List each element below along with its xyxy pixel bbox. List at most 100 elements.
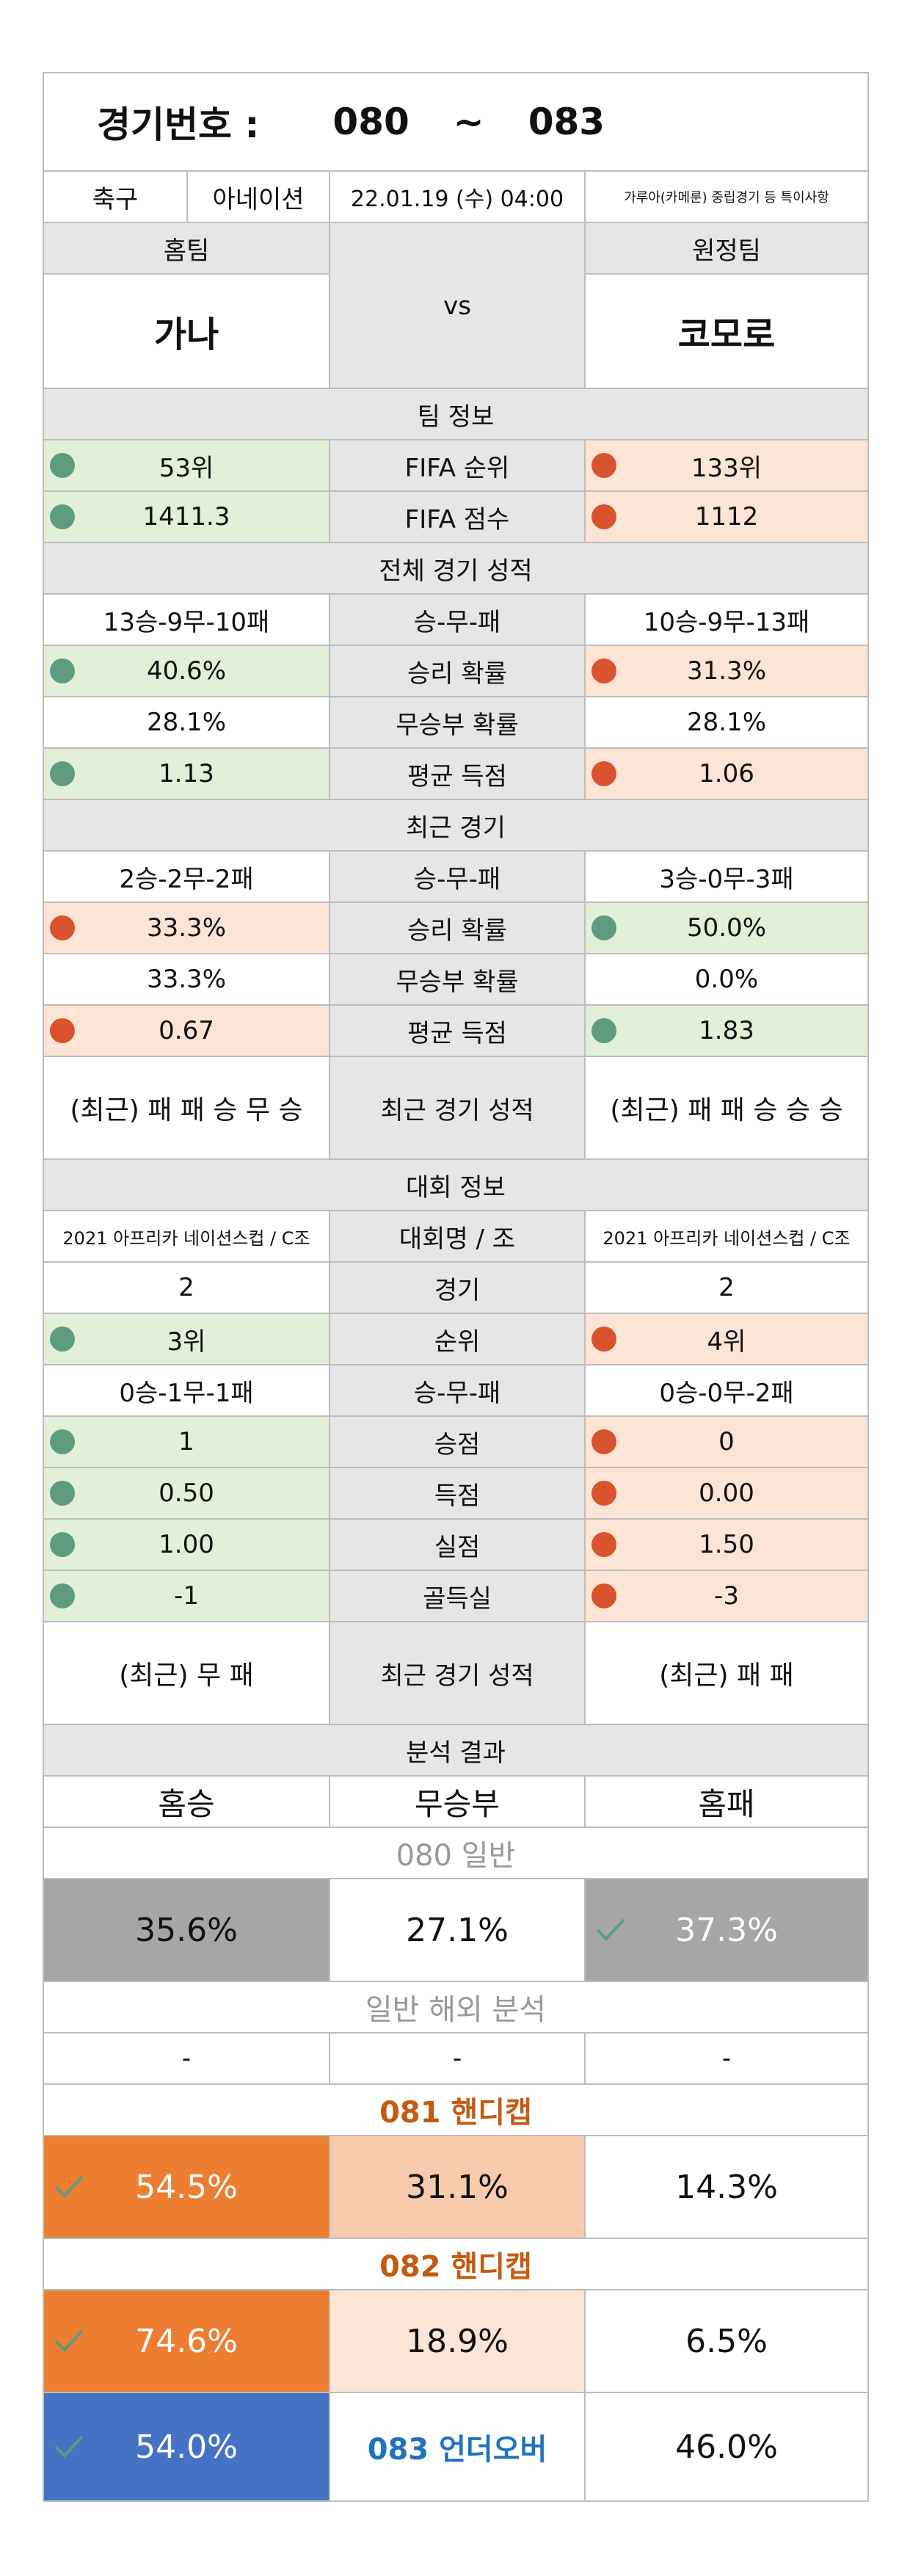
away-fifa-points-value: 1112 [694,502,759,531]
analysis-title: 분석 결과 [44,1725,867,1775]
home-advantage-dot-icon [50,1429,75,1454]
away-overall-goals-value: 1.06 [699,759,754,788]
home-recent-form: (최근) 패 패 승 무 승 [70,1095,303,1125]
overseas-title: 일반 해외 분석 [365,1993,547,2027]
overall-win-row: 40.6% 승리 확률 31.3% [44,645,867,696]
overseas-home: - [181,2044,192,2073]
home-disadvantage-dot-icon [50,915,75,940]
away-fifa-rank-value: 133위 [691,453,762,483]
away-tournament-points: 0 [584,1417,867,1467]
tournament-record-label: 승-무-패 [329,1365,584,1415]
g083-under-value: 54.0% [135,2428,238,2466]
recent-draw-row: 33.3% 무승부 확률 0.0% [44,953,867,1004]
home-advantage-dot-icon [50,761,75,786]
away-team-name: 코모로 [584,273,867,388]
home-fifa-points: 1411.3 [44,492,329,542]
recent-record-row: 2승-2무-2패 승-무-패 3승-0무-3패 [44,850,867,901]
g081-away: 14.3% [584,2136,867,2238]
away-disadvantage-dot-icon [592,1532,616,1557]
away-tournament-record: 0승-0무-2패 [584,1365,867,1415]
match-number-from: 080 [332,101,410,143]
home-tournament-rank-value: 3위 [167,1327,206,1357]
g081-home: 54.5% [44,2136,329,2238]
away-disadvantage-dot-icon [592,1583,616,1608]
g082-away: 6.5% [584,2290,867,2392]
tournament-diff-label: 골득실 [329,1571,584,1621]
away-tournament-scored-value: 0.00 [699,1479,754,1508]
home-advantage-dot-icon [50,1481,75,1506]
home-recent-goals: 0.67 [44,1006,329,1056]
away-recent-record: 3승-0무-3패 [584,852,867,901]
overall-record-row: 13승-9무-10패 승-무-패 10승-9무-13패 [44,593,867,645]
match-number-tilde: ~ [453,101,484,143]
tournament-points-label: 승점 [329,1417,584,1467]
g080-home: 35.6% [44,1879,329,1981]
col-home-win: 홈승 [158,1785,215,1822]
home-tournament-rank: 3위 [44,1314,329,1364]
col-home-loss: 홈패 [584,1777,867,1826]
g081-values-row: 54.5% 31.1% 14.3% [44,2135,867,2238]
g080-draw: 27.1% [329,1879,584,1981]
away-overall-record: 10승-9무-13패 [584,595,867,645]
vs-cell: vs [329,223,584,389]
check-icon [54,2329,84,2352]
g081-draw: 31.1% [329,2136,584,2238]
away-disadvantage-dot-icon [592,453,616,478]
vs-text: vs [443,291,471,321]
overall-goals-row: 1.13 평균 득점 1.06 [44,747,867,799]
home-recent-record: 2승-2무-2패 [119,864,254,894]
away-team-label: 원정팀 [584,223,867,273]
away-overall-draw: 28.1% [584,697,867,747]
overall-record-label: 승-무-패 [329,595,584,645]
g080-away: 37.3% [584,1879,867,1981]
home-tournament-scored: 0.50 [44,1468,329,1518]
tournament-form-label: 최근 경기 성적 [329,1622,584,1724]
away-disadvantage-dot-icon [592,658,616,683]
league-cell: 아네이션 [186,172,329,222]
away-overall-goals: 1.06 [584,749,867,799]
overall-win-label: 승리 확률 [329,646,584,696]
home-advantage-dot-icon [50,1327,75,1352]
tournament-diff-row: -1 골득실 -3 [44,1570,867,1621]
home-fifa-rank: 53위 [44,440,329,490]
datetime-cell: 22.01.19 (수) 04:00 [329,172,584,222]
home-tournament-games: 2 [178,1273,194,1302]
away-tournament-conceded: 1.50 [584,1520,867,1570]
away-tournament-points-value: 0 [718,1427,735,1456]
recent-form-label: 최근 경기 성적 [329,1057,584,1158]
g083-over: 46.0% [584,2393,867,2500]
tournament-rank-label: 순위 [329,1314,584,1364]
overseas-title-row: 일반 해외 분석 [44,1981,867,2032]
away-tournament-name: 2021 아프리카 네이션스컵 / C조 [584,1211,867,1261]
analysis-cols-row: 홈승 무승부 홈패 [44,1775,867,1826]
overall-goals-label: 평균 득점 [329,749,584,799]
team-label-row: 홈팀 vs 원정팀 [44,222,867,389]
tournament-rank-row: 3위 순위 4위 [44,1313,867,1364]
home-tournament-conceded-value: 1.00 [159,1530,214,1559]
match-analysis-sheet: 경기번호 : 080 ~ 083 축구 아네이션 22.01.19 (수) 04… [43,72,869,2502]
g081-title-row: 081 핸디캡 [44,2083,867,2135]
recent-form-row: (최근) 패 패 승 무 승 최근 경기 성적 (최근) 패 패 승 승 승 [44,1056,867,1158]
overall-title-row: 전체 경기 성적 [44,542,867,593]
away-recent-draw: 0.0% [584,954,867,1004]
home-advantage-dot-icon [50,1583,75,1608]
tournament-conceded-label: 실점 [329,1520,584,1570]
away-tournament-conceded-value: 1.50 [699,1530,754,1559]
away-advantage-dot-icon [592,1018,616,1043]
tournament-conceded-row: 1.00 실점 1.50 [44,1518,867,1570]
home-team-name: 가나 [44,273,329,388]
tournament-title: 대회 정보 [44,1160,867,1210]
check-icon [596,1918,625,1941]
away-recent-win-value: 50.0% [686,913,766,943]
away-disadvantage-dot-icon [592,1429,616,1454]
away-tournament-rank-value: 4위 [707,1327,746,1357]
home-overall-goals: 1.13 [44,749,329,799]
home-disadvantage-dot-icon [50,1018,75,1043]
match-number-label: 경기번호 : [97,104,260,146]
g082-values-row: 74.6% 18.9% 6.5% [44,2289,867,2392]
home-fifa-rank-value: 53위 [159,453,214,483]
g082-title: 082 핸디캡 [379,2250,532,2284]
away-recent-goals: 1.83 [584,1006,867,1056]
g080-title-row: 080 일반 [44,1826,867,1878]
home-tournament-scored-value: 0.50 [159,1479,214,1508]
